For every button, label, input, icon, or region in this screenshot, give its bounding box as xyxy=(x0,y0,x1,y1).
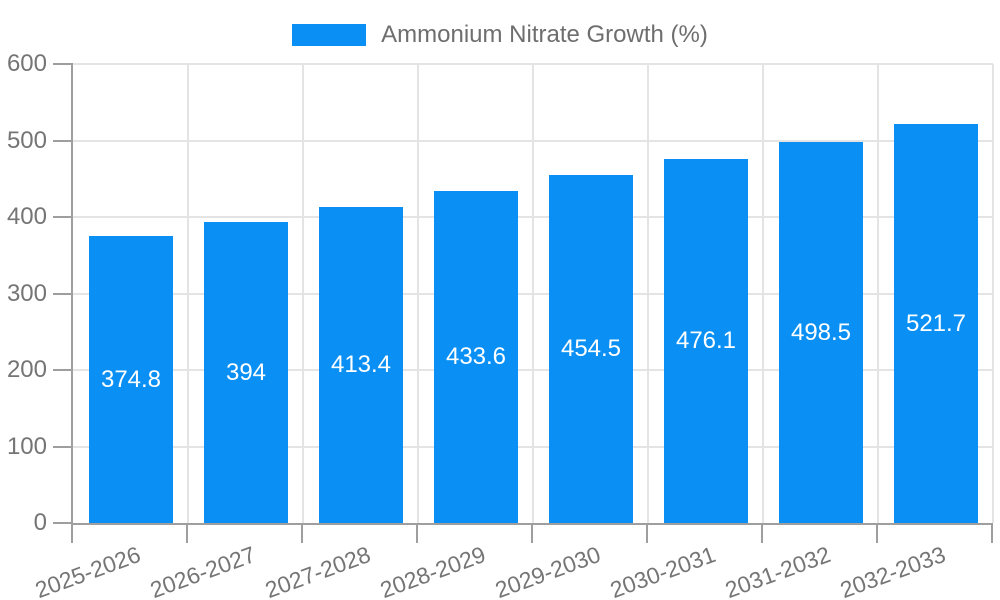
x-axis-tick xyxy=(186,523,188,543)
bar-value-label: 521.7 xyxy=(905,309,967,337)
x-axis-tick xyxy=(416,523,418,543)
v-gridline xyxy=(992,64,994,523)
x-axis-category-label: 2029-2030 xyxy=(491,541,604,600)
bar-value-label: 413.4 xyxy=(330,351,392,378)
y-axis-tick-label: 200 xyxy=(6,356,47,383)
y-axis-tick xyxy=(53,216,73,218)
x-axis-category-label: 2031-2032 xyxy=(721,541,834,600)
x-axis-tick xyxy=(876,523,878,543)
y-axis-tick-label: 400 xyxy=(6,203,47,230)
bar[interactable]: 374.8 xyxy=(89,236,173,523)
bar-value-label: 454.5 xyxy=(560,335,622,362)
bar[interactable]: 394 xyxy=(204,222,288,523)
y-axis-tick xyxy=(53,63,73,65)
bar-value-label: 394 xyxy=(225,358,267,386)
chart-legend[interactable]: Ammonium Nitrate Growth (%) xyxy=(0,21,1000,48)
v-gridline xyxy=(647,64,649,523)
y-axis-tick-label: 500 xyxy=(6,127,47,154)
x-axis-category-label: 2032-2033 xyxy=(836,541,949,600)
y-axis-tick-label: 0 xyxy=(33,509,47,536)
x-axis-tick xyxy=(646,523,648,543)
y-axis-tick xyxy=(53,522,73,524)
bar[interactable]: 433.6 xyxy=(434,191,518,523)
x-axis-category-label: 2025-2026 xyxy=(31,541,144,600)
bar[interactable]: 454.5 xyxy=(549,175,633,523)
y-axis-line xyxy=(71,64,73,543)
x-axis-category-label: 2030-2031 xyxy=(606,541,719,600)
y-axis-tick-label: 300 xyxy=(6,280,47,307)
y-axis-tick xyxy=(53,369,73,371)
x-axis-category-label: 2028-2029 xyxy=(376,541,489,600)
y-axis-tick xyxy=(53,293,73,295)
bar[interactable]: 498.5 xyxy=(779,142,863,523)
bar[interactable]: 413.4 xyxy=(319,207,403,523)
bar-value-label: 374.8 xyxy=(100,365,162,393)
v-gridline xyxy=(532,64,534,523)
v-gridline xyxy=(302,64,304,523)
x-axis-category-label: 2027-2028 xyxy=(261,541,374,600)
legend-color-swatch xyxy=(292,24,367,46)
y-axis-tick xyxy=(53,446,73,448)
bar[interactable]: 476.1 xyxy=(664,159,748,523)
x-axis-tick xyxy=(761,523,763,543)
x-axis-tick xyxy=(301,523,303,543)
bar-value-label: 476.1 xyxy=(675,327,737,354)
x-axis-line xyxy=(71,523,993,525)
v-gridline xyxy=(417,64,419,523)
bar[interactable]: 521.7 xyxy=(894,124,978,523)
y-axis-tick-label: 600 xyxy=(6,50,47,77)
v-gridline xyxy=(877,64,879,523)
bar-value-label: 433.6 xyxy=(445,343,507,370)
y-axis-tick-label: 100 xyxy=(6,433,47,460)
plot-area: 374.8 394 413.4 433.6 454.5 476.1 498.5 521.7 xyxy=(73,63,994,523)
x-axis-tick xyxy=(991,523,993,543)
x-axis-category-label: 2026-2027 xyxy=(146,541,259,600)
legend-label: Ammonium Nitrate Growth (%) xyxy=(381,21,708,48)
y-axis-tick xyxy=(53,140,73,142)
bar-value-label: 498.5 xyxy=(790,318,852,346)
x-axis-tick xyxy=(531,523,533,543)
v-gridline xyxy=(187,64,189,523)
v-gridline xyxy=(762,64,764,523)
